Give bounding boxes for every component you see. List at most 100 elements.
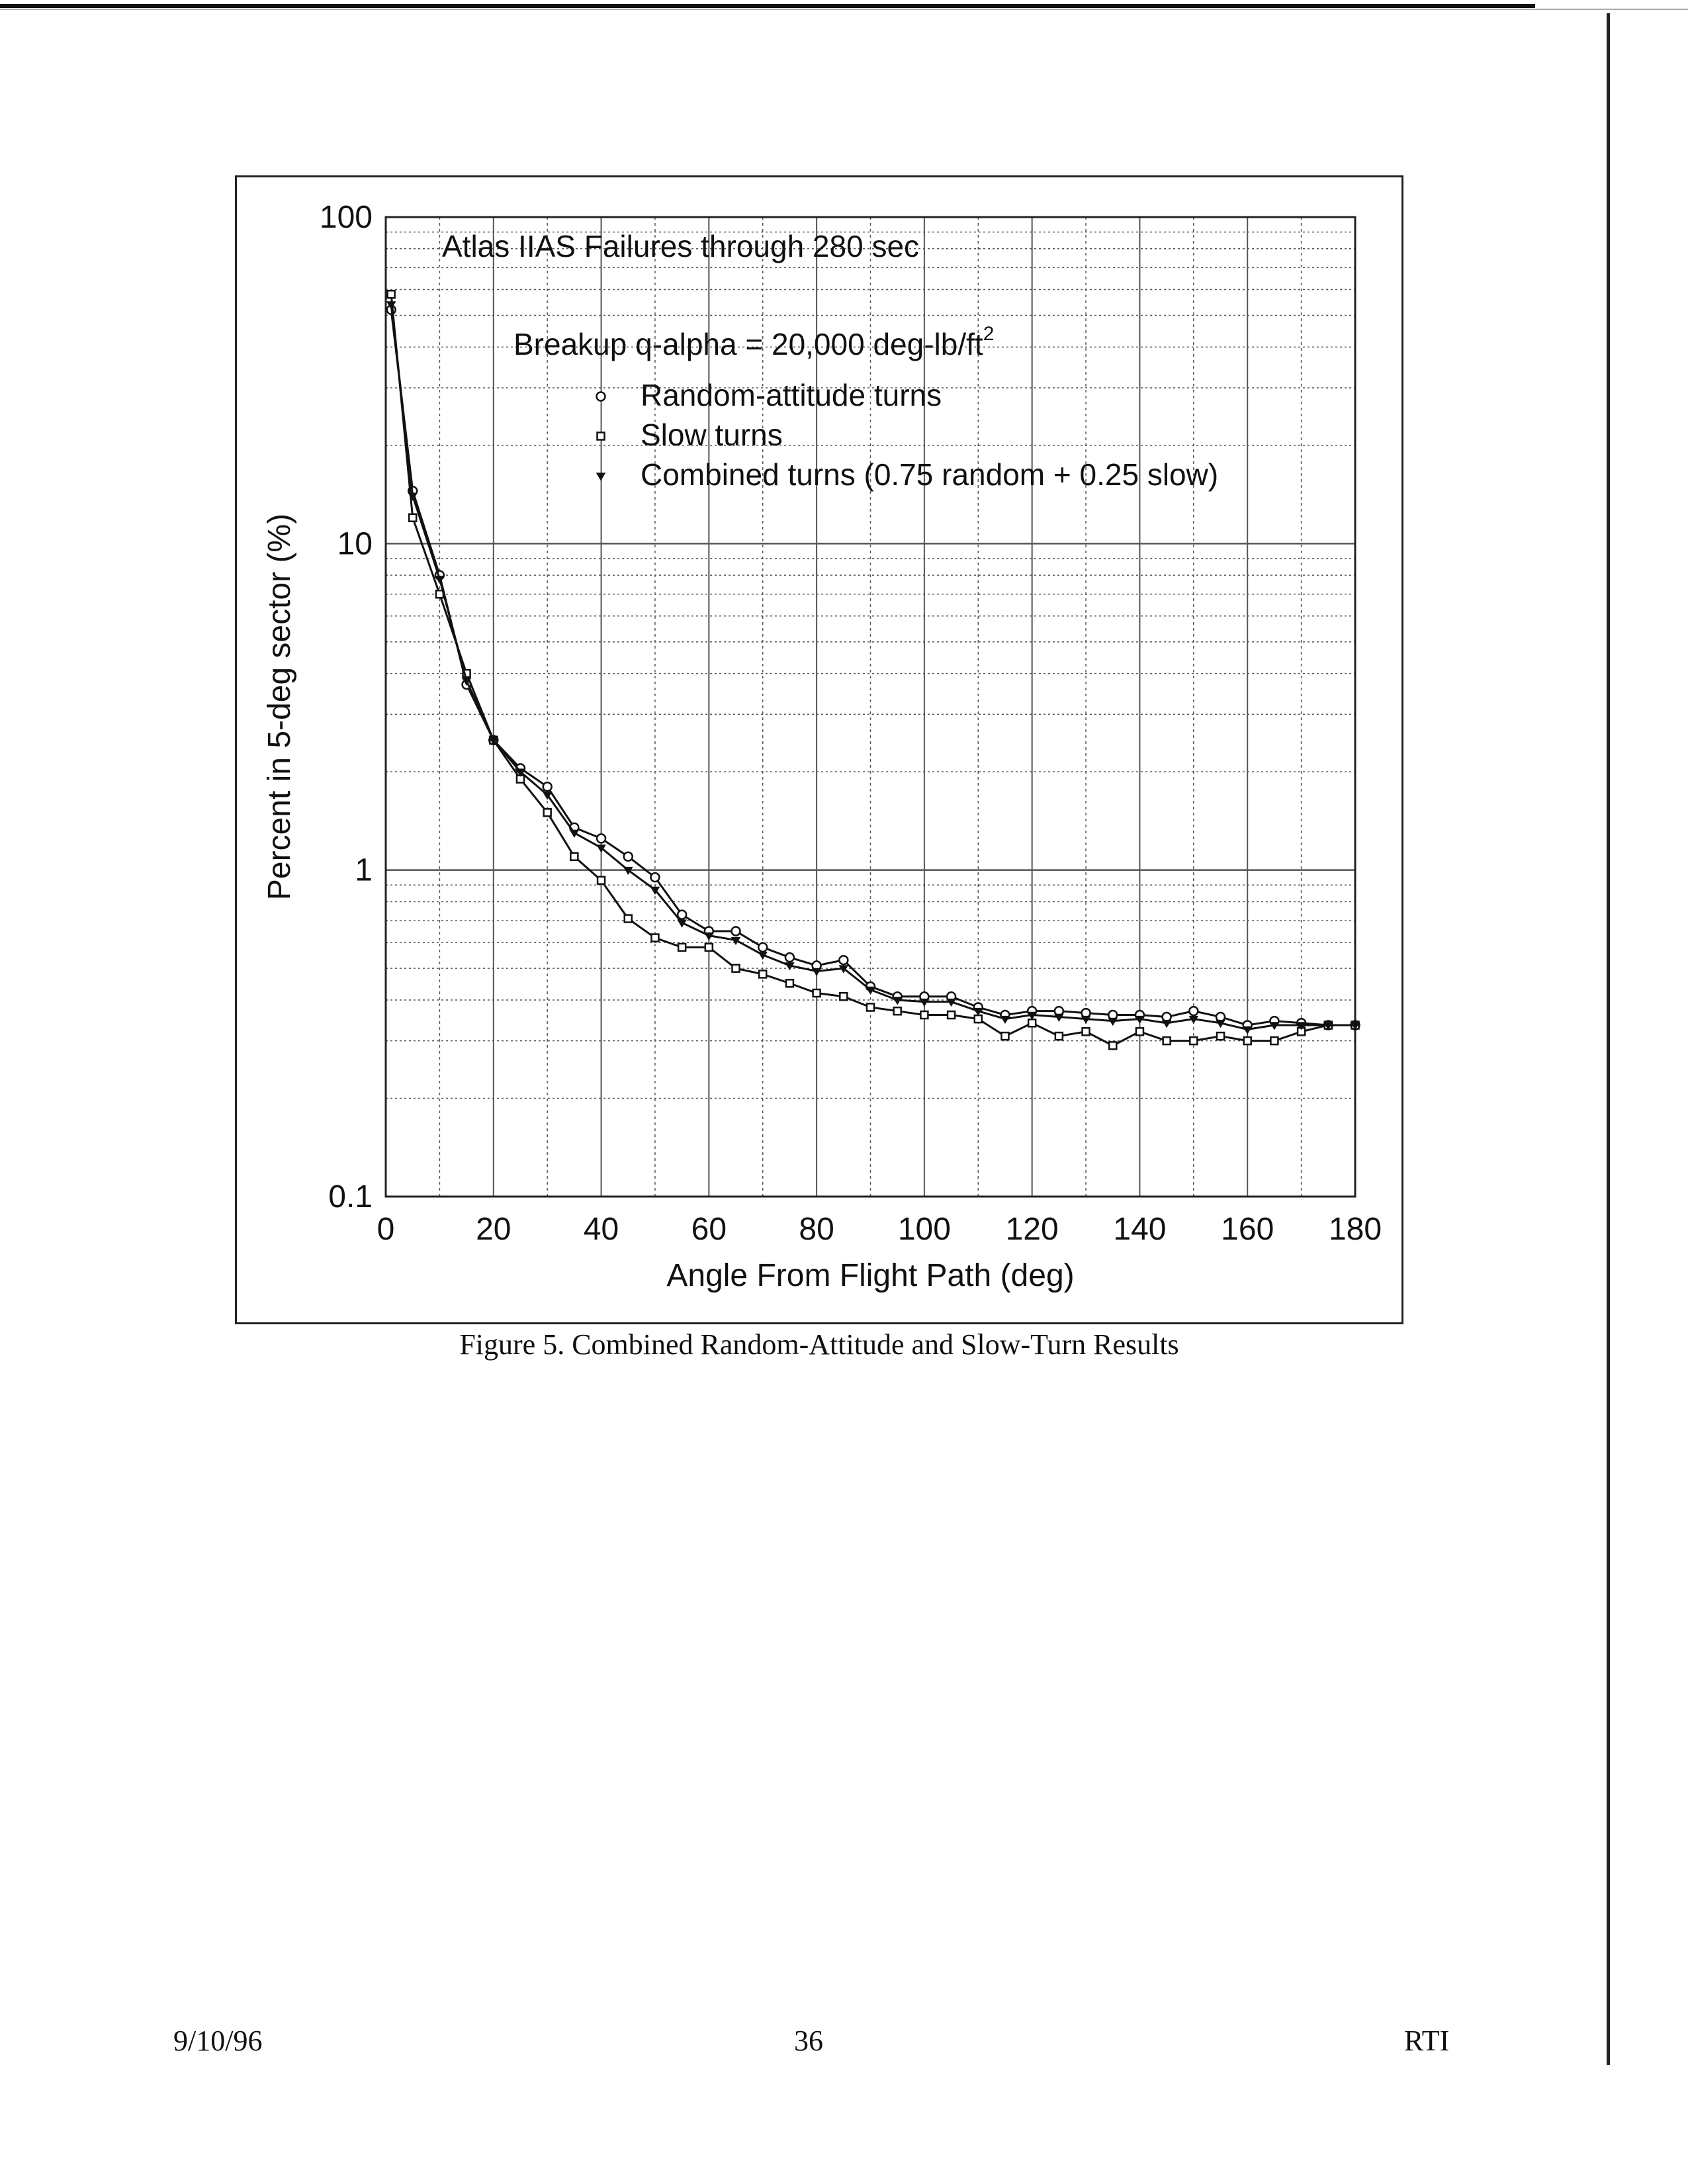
x-tick-label: 0	[377, 1212, 395, 1247]
marker-square	[650, 933, 660, 942]
marker-triangle	[1350, 1022, 1360, 1030]
marker-square	[1027, 1019, 1037, 1028]
marker-square	[596, 876, 606, 885]
marker-triangle	[731, 936, 741, 946]
footer-date: 9/10/96	[173, 2025, 263, 2057]
marker-triangle	[892, 997, 903, 1005]
y-tick-label: 100	[320, 200, 373, 235]
marker-triangle	[515, 768, 525, 777]
page-top-rule-thin	[0, 9, 1688, 10]
legend-entry: Slow turns	[641, 418, 783, 452]
marker-square	[1108, 1041, 1118, 1050]
marker-triangle	[946, 998, 956, 1007]
marker-square	[866, 1003, 875, 1012]
marker-triangle	[838, 965, 849, 974]
marker-square	[623, 914, 633, 923]
marker-square	[1216, 1031, 1225, 1041]
marker-triangle	[1323, 1022, 1333, 1030]
x-tick-label: 160	[1221, 1212, 1274, 1247]
marker-circle	[784, 952, 795, 963]
marker-square	[1081, 1027, 1090, 1036]
marker-square	[731, 964, 740, 973]
series-square	[386, 289, 1360, 1050]
marker-square	[1054, 1031, 1064, 1041]
marker-triangle	[408, 492, 418, 501]
marker-square	[543, 808, 552, 817]
series-line	[390, 309, 1355, 1026]
marker-triangle	[1135, 1015, 1145, 1024]
y-tick-label: 0.1	[328, 1179, 373, 1214]
marker-triangle	[1081, 1015, 1091, 1024]
marker-square	[893, 1006, 902, 1016]
marker-triangle	[811, 968, 822, 976]
y-axis-label: Percent in 5-deg sector (%)	[262, 514, 297, 900]
marker-square	[1135, 1027, 1145, 1036]
marker-square	[1189, 1036, 1198, 1046]
legend-entry: Random-attitude turns	[641, 378, 942, 412]
x-tick-label: 140	[1113, 1212, 1166, 1247]
marker-triangle	[542, 792, 553, 800]
marker-circle	[676, 909, 688, 920]
marker-triangle	[1242, 1026, 1253, 1034]
page-right-rule	[1607, 13, 1610, 2065]
marker-square	[785, 978, 795, 988]
marker-triangle	[1108, 1017, 1118, 1026]
marker-square	[704, 942, 714, 952]
plot-area-border	[384, 216, 1356, 1198]
marker-triangle	[704, 932, 714, 941]
series-triangle	[386, 301, 1360, 1034]
legend-entry: Combined turns (0.75 random + 0.25 slow)	[641, 457, 1218, 492]
marker-triangle	[1054, 1013, 1064, 1023]
x-tick-label: 80	[799, 1212, 834, 1247]
marker-circle	[757, 942, 768, 953]
marker-circle	[596, 391, 606, 402]
marker-triangle	[1269, 1022, 1280, 1030]
marker-triangle	[650, 886, 660, 895]
chart-subtitle: Breakup q-alpha = 20,000 deg-lb/ft2	[513, 323, 994, 361]
marker-triangle	[488, 737, 499, 745]
marker-square	[1000, 1031, 1010, 1041]
marker-square	[677, 942, 687, 952]
marker-triangle	[677, 919, 687, 928]
x-tick-label: 40	[584, 1212, 619, 1247]
marker-square	[386, 289, 396, 299]
marker-triangle	[1000, 1015, 1010, 1024]
marker-triangle	[1027, 1011, 1037, 1021]
chart-subtitle-exponent: 2	[983, 323, 995, 345]
marker-square	[920, 1010, 929, 1020]
x-tick-label: 60	[691, 1212, 727, 1247]
chart-title: Atlas IIAS Failures through 280 sec	[442, 229, 919, 263]
marker-circle	[731, 926, 741, 936]
marker-triangle	[1188, 1015, 1199, 1024]
legend: Random-attitude turns Slow turns Combined …	[596, 378, 1218, 492]
x-tick-label: 20	[476, 1212, 511, 1247]
marker-triangle	[973, 1007, 983, 1017]
marker-circle	[596, 833, 607, 844]
marker-square	[408, 513, 418, 523]
chart-subtitle-text: Breakup q-alpha = 20,000 deg-lb/ft	[513, 327, 983, 361]
marker-square	[596, 432, 605, 441]
marker-triangle	[461, 677, 472, 686]
marker-triangle	[919, 998, 930, 1007]
x-tick-label: 120	[1006, 1212, 1059, 1247]
marker-square	[812, 988, 821, 998]
marker-triangle	[435, 575, 445, 584]
marker-circle	[623, 851, 633, 862]
marker-square	[946, 1010, 956, 1020]
footer-page-number: 36	[794, 2025, 823, 2057]
marker-circle	[650, 872, 660, 883]
x-tick-label: 100	[898, 1212, 951, 1247]
y-tick-label: 10	[337, 526, 373, 561]
marker-circle	[542, 781, 553, 792]
figure-frame: 0 20 40 60 80 100 120 140 160 180 0.1 1 10 100 Atlas …	[235, 175, 1403, 1324]
marker-triangle	[569, 829, 580, 838]
marker-triangle	[866, 986, 875, 995]
footer-organization: RTI	[1404, 2025, 1450, 2057]
marker-triangle	[596, 473, 606, 481]
marker-square	[973, 1014, 983, 1024]
marker-square	[570, 852, 579, 861]
figure-caption: Figure 5. Combined Random-Attitude and S…	[459, 1328, 1179, 1361]
chart: 0 20 40 60 80 100 120 140 160 180 0.1 1 10 100 Atlas …	[262, 200, 1382, 1293]
marker-square	[758, 970, 768, 979]
marker-triangle	[1161, 1020, 1172, 1028]
